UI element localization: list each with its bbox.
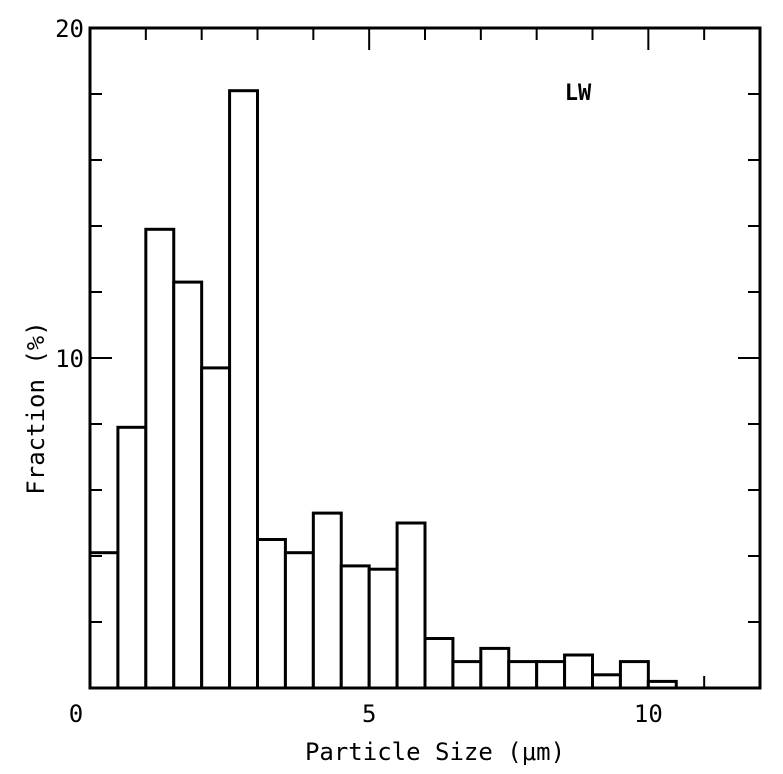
histogram-bar	[200, 366, 232, 690]
bars-group	[88, 89, 678, 690]
histogram-bar	[311, 511, 343, 690]
histogram-bar	[591, 673, 622, 690]
x-axis-title: Particle Size (μm)	[305, 738, 565, 766]
histogram-bar	[618, 660, 650, 690]
histogram-bar	[563, 653, 594, 690]
histogram-bar	[535, 660, 567, 690]
y-tick-label: 20	[55, 15, 84, 43]
histogram-bar	[339, 564, 371, 690]
histogram-bar	[395, 521, 427, 690]
plot-frame	[88, 26, 762, 690]
histogram-bar	[479, 646, 511, 690]
histogram-bar	[116, 425, 148, 690]
histogram-bar	[144, 227, 176, 690]
histogram-bar	[172, 280, 204, 690]
histogram-bar	[283, 551, 315, 690]
x-tick-label: 5	[362, 700, 376, 728]
y-tick-label: 10	[55, 345, 84, 373]
histogram-bar	[507, 660, 539, 690]
histogram-bar	[367, 567, 399, 690]
y-axis-title: Fraction (%)	[22, 321, 50, 494]
histogram-bar	[256, 538, 287, 690]
histogram-bar	[451, 660, 483, 690]
chart-annotation: LW	[565, 81, 592, 106]
x-tick-label: 10	[634, 700, 663, 728]
x-tick-label: 0	[69, 700, 83, 728]
histogram-bar	[88, 551, 120, 690]
histogram-bar	[423, 637, 455, 690]
tick-labels-group: 0 5 10 10 20	[55, 15, 663, 728]
histogram-bar	[228, 89, 259, 690]
